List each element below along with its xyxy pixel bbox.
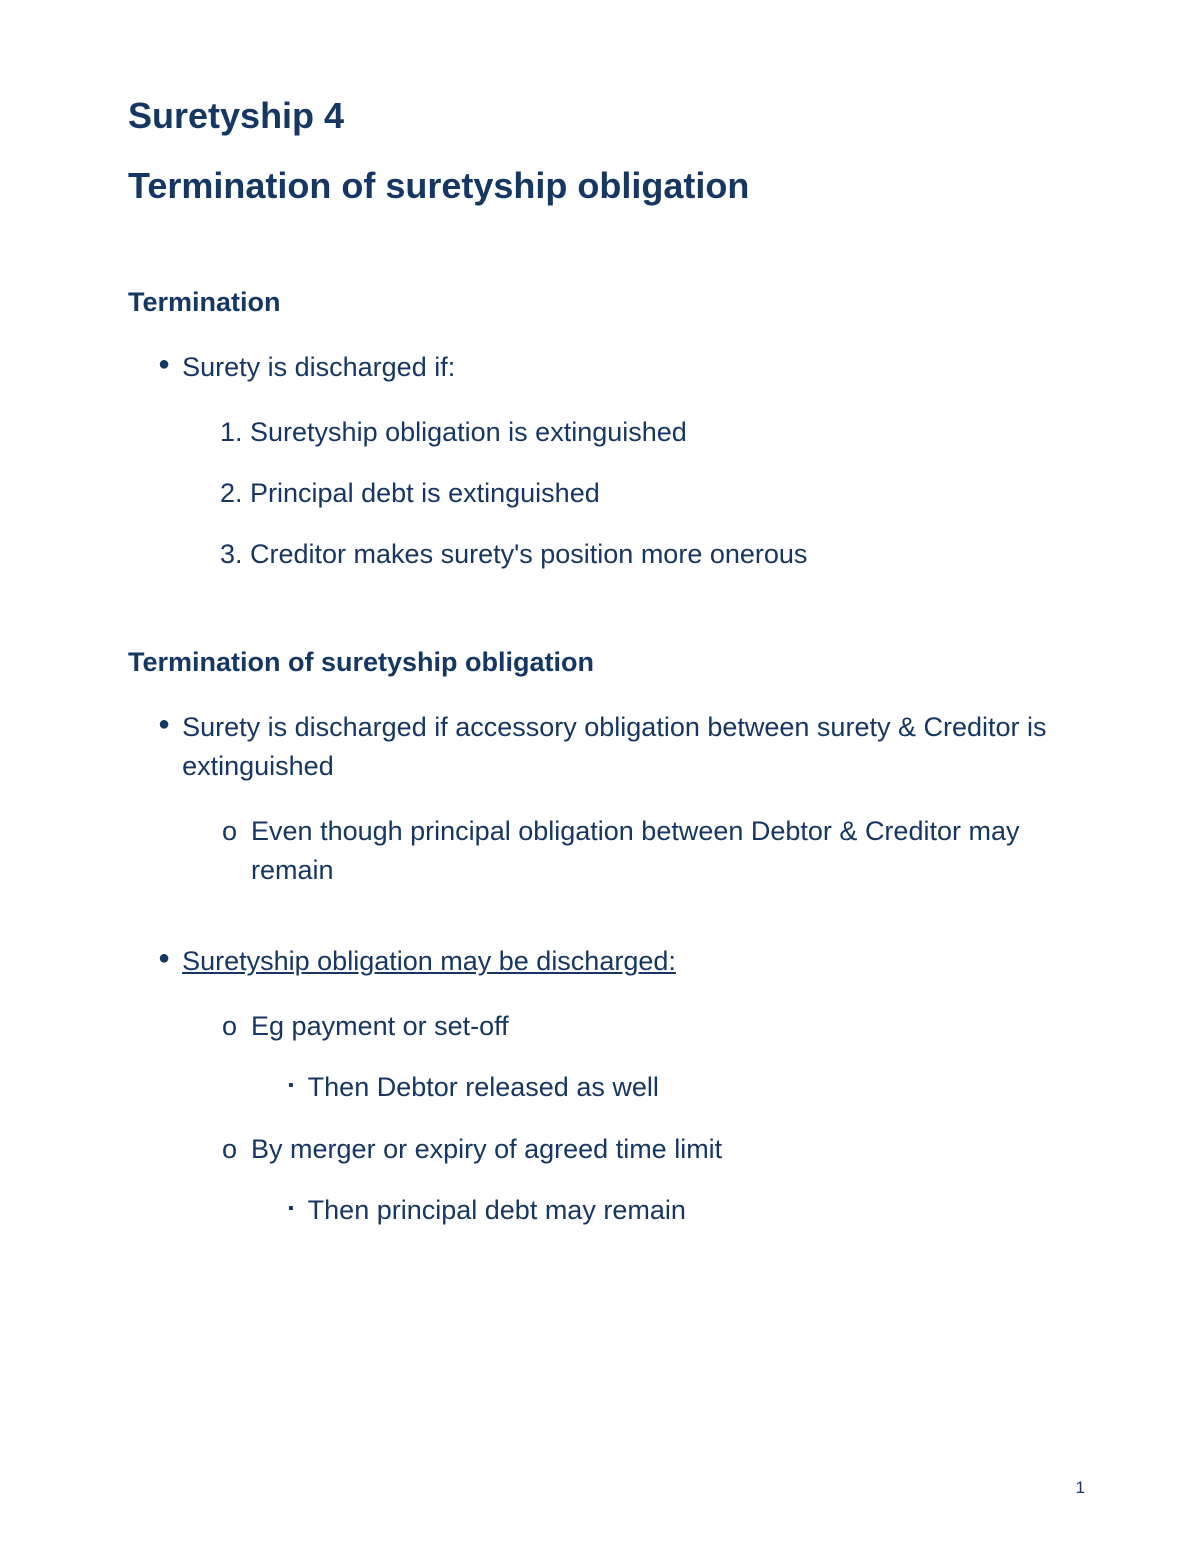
page-number: 1 [1076,1478,1085,1498]
bullet-item: ● Surety is discharged if: [158,348,1085,387]
sub-bullet-item: o Eg payment or set-off [222,1007,1085,1046]
section-heading-termination: Termination [128,287,1085,318]
numbered-item: 2. Principal debt is extinguished [220,474,1085,513]
sub-bullet-text: By merger or expiry of agreed time limit [251,1130,1085,1169]
sub-bullet-text: Even though principal obligation between… [251,812,1085,890]
bullet-text: Surety is discharged if accessory obliga… [182,708,1085,786]
square-bullet-icon: ▪ [288,1191,294,1227]
bullet-filled-circle-icon: ● [158,348,170,380]
bullet-text-underlined: Suretyship obligation may be discharged: [182,942,1085,981]
bullet-item: ● Surety is discharged if accessory obli… [158,708,1085,786]
subsub-bullet-text: Then Debtor released as well [308,1068,1085,1107]
bullet-text: Surety is discharged if: [182,348,1085,387]
sub-bullet-item: o Even though principal obligation betwe… [222,812,1085,890]
sub-bullet-text: Eg payment or set-off [251,1007,1085,1046]
subsub-bullet-text: Then principal debt may remain [308,1191,1085,1230]
spacer [128,597,1085,647]
bullet-item: ● Suretyship obligation may be discharge… [158,942,1085,981]
hollow-circle-icon: o [222,812,237,851]
subsub-bullet-item: ▪ Then Debtor released as well [288,1068,1085,1107]
square-bullet-icon: ▪ [288,1068,294,1104]
document-title-line1: Suretyship 4 [128,95,1085,137]
hollow-circle-icon: o [222,1130,237,1169]
numbered-item: 1. Suretyship obligation is extinguished [220,413,1085,452]
section-heading-termination-obligation: Termination of suretyship obligation [128,647,1085,678]
bullet-filled-circle-icon: ● [158,708,170,740]
document-page: Suretyship 4 Termination of suretyship o… [0,0,1200,1553]
hollow-circle-icon: o [222,1007,237,1046]
subsub-bullet-item: ▪ Then principal debt may remain [288,1191,1085,1230]
spacer [128,912,1085,942]
document-title-line2: Termination of suretyship obligation [128,165,1085,207]
numbered-item: 3. Creditor makes surety's position more… [220,535,1085,574]
bullet-filled-circle-icon: ● [158,942,170,974]
sub-bullet-item: o By merger or expiry of agreed time lim… [222,1130,1085,1169]
